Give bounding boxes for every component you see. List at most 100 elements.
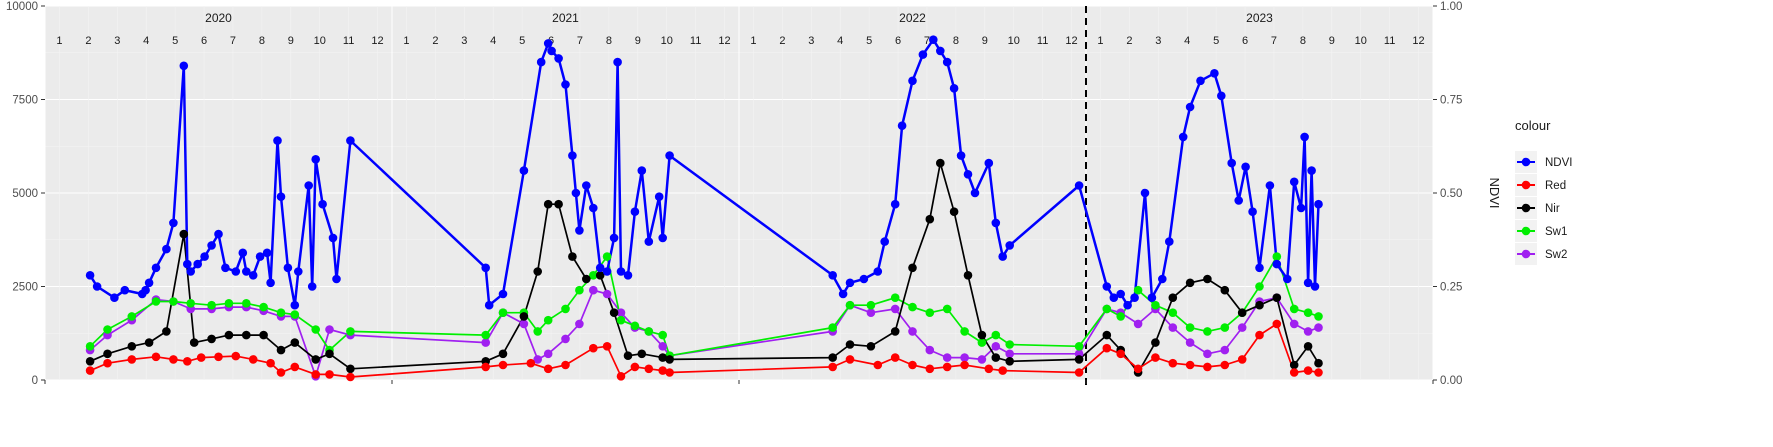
data-point-nir bbox=[1151, 338, 1160, 347]
data-point-sw1 bbox=[1102, 304, 1112, 314]
data-point-sw2 bbox=[602, 289, 612, 299]
month-label: 6 bbox=[895, 35, 901, 47]
data-point-ndvi bbox=[231, 267, 241, 276]
data-point-nir bbox=[1185, 278, 1195, 288]
data-point-red bbox=[85, 366, 95, 375]
data-point-sw2 bbox=[481, 338, 491, 347]
data-point-ndvi bbox=[1158, 274, 1167, 284]
y-right-tick-label: 0.75 bbox=[1440, 95, 1462, 107]
month-label: 3 bbox=[461, 35, 467, 47]
data-point-ndvi bbox=[1227, 158, 1236, 168]
data-point-ndvi bbox=[998, 252, 1007, 261]
data-point-ndvi bbox=[1178, 132, 1188, 142]
month-label: 10 bbox=[661, 35, 673, 47]
data-point-sw2 bbox=[942, 353, 952, 362]
data-point-ndvi bbox=[276, 192, 286, 201]
data-point-sw1 bbox=[658, 330, 667, 340]
data-point-nir bbox=[828, 353, 837, 362]
month-label: 5 bbox=[519, 35, 525, 47]
data-point-red bbox=[942, 362, 952, 372]
data-point-ndvi bbox=[582, 181, 591, 190]
data-point-ndvi bbox=[654, 192, 664, 201]
data-point-ndvi bbox=[273, 136, 282, 145]
data-point-ndvi bbox=[1102, 282, 1112, 291]
data-point-ndvi bbox=[845, 278, 855, 288]
data-point-red bbox=[908, 360, 917, 370]
data-point-red bbox=[481, 362, 491, 372]
data-point-nir bbox=[290, 338, 300, 347]
data-point-red bbox=[325, 370, 334, 379]
data-point-sw2 bbox=[1168, 323, 1178, 332]
month-label: 10 bbox=[1008, 35, 1020, 47]
data-point-ndvi bbox=[214, 229, 223, 239]
legend-key-point bbox=[1521, 180, 1531, 190]
data-point-red bbox=[526, 358, 536, 368]
year-strip: 2020202120222023123456789101112123456789… bbox=[56, 11, 1424, 47]
data-point-sw1 bbox=[1314, 312, 1323, 321]
data-point-sw1 bbox=[311, 325, 321, 334]
data-point-sw2 bbox=[991, 342, 1001, 351]
data-point-red bbox=[276, 368, 286, 377]
data-point-sw2 bbox=[925, 345, 935, 355]
data-point-nir bbox=[936, 158, 945, 168]
data-point-sw1 bbox=[543, 315, 553, 325]
data-point-red bbox=[311, 370, 321, 379]
data-point-ndvi bbox=[575, 226, 584, 235]
data-point-ndvi bbox=[311, 155, 321, 164]
month-label: 7 bbox=[230, 35, 236, 47]
data-point-ndvi bbox=[991, 218, 1001, 228]
data-point-sw1 bbox=[630, 321, 640, 331]
data-point-ndvi bbox=[828, 271, 837, 280]
data-point-nir bbox=[259, 330, 268, 340]
month-label: 2 bbox=[432, 35, 438, 47]
data-point-ndvi bbox=[984, 158, 994, 168]
month-label: 3 bbox=[808, 35, 814, 47]
data-point-sw1 bbox=[1151, 300, 1160, 310]
data-point-sw2 bbox=[325, 325, 334, 334]
data-point-ndvi bbox=[602, 267, 612, 276]
month-label: 5 bbox=[866, 35, 872, 47]
data-point-red bbox=[589, 343, 598, 353]
data-point-ndvi bbox=[1116, 289, 1125, 299]
data-point-ndvi bbox=[255, 252, 265, 261]
data-point-nir bbox=[665, 355, 674, 364]
y-right-tick-label: 0.25 bbox=[1440, 282, 1462, 294]
series-layer bbox=[85, 35, 1323, 382]
data-point-nir bbox=[533, 267, 542, 276]
data-point-ndvi bbox=[571, 188, 581, 198]
data-point-nir bbox=[991, 353, 1001, 362]
data-point-ndvi bbox=[1074, 181, 1084, 190]
data-point-ndvi bbox=[346, 136, 355, 145]
data-point-ndvi bbox=[186, 267, 195, 276]
data-point-ndvi bbox=[613, 57, 622, 67]
data-point-ndvi bbox=[609, 233, 619, 243]
data-point-sw1 bbox=[151, 297, 161, 306]
year-label: 2022 bbox=[899, 11, 926, 25]
data-point-ndvi bbox=[630, 207, 640, 216]
data-point-red bbox=[169, 355, 178, 364]
data-point-sw1 bbox=[1289, 304, 1299, 314]
data-point-sw1 bbox=[1116, 312, 1125, 321]
data-point-ndvi bbox=[1303, 278, 1313, 288]
month-label: 2 bbox=[85, 35, 91, 47]
data-point-nir bbox=[623, 351, 633, 361]
data-point-nir bbox=[949, 207, 959, 216]
year-label: 2020 bbox=[205, 11, 232, 25]
data-point-nir bbox=[311, 355, 321, 364]
data-point-nir bbox=[346, 364, 355, 374]
data-point-ndvi bbox=[248, 271, 258, 280]
data-point-red bbox=[214, 352, 223, 362]
data-point-nir bbox=[1314, 358, 1323, 368]
data-point-ndvi bbox=[207, 241, 216, 250]
legend-label: NDVI bbox=[1545, 157, 1572, 169]
data-point-sw1 bbox=[242, 299, 251, 308]
data-point-sw2 bbox=[1314, 323, 1323, 332]
data-point-sw2 bbox=[1289, 319, 1299, 329]
month-label: 12 bbox=[371, 35, 383, 47]
data-point-nir bbox=[582, 274, 591, 284]
data-point-sw2 bbox=[1220, 345, 1230, 355]
data-point-red bbox=[1314, 368, 1323, 377]
data-point-nir bbox=[179, 229, 189, 239]
data-point-ndvi bbox=[85, 271, 95, 280]
